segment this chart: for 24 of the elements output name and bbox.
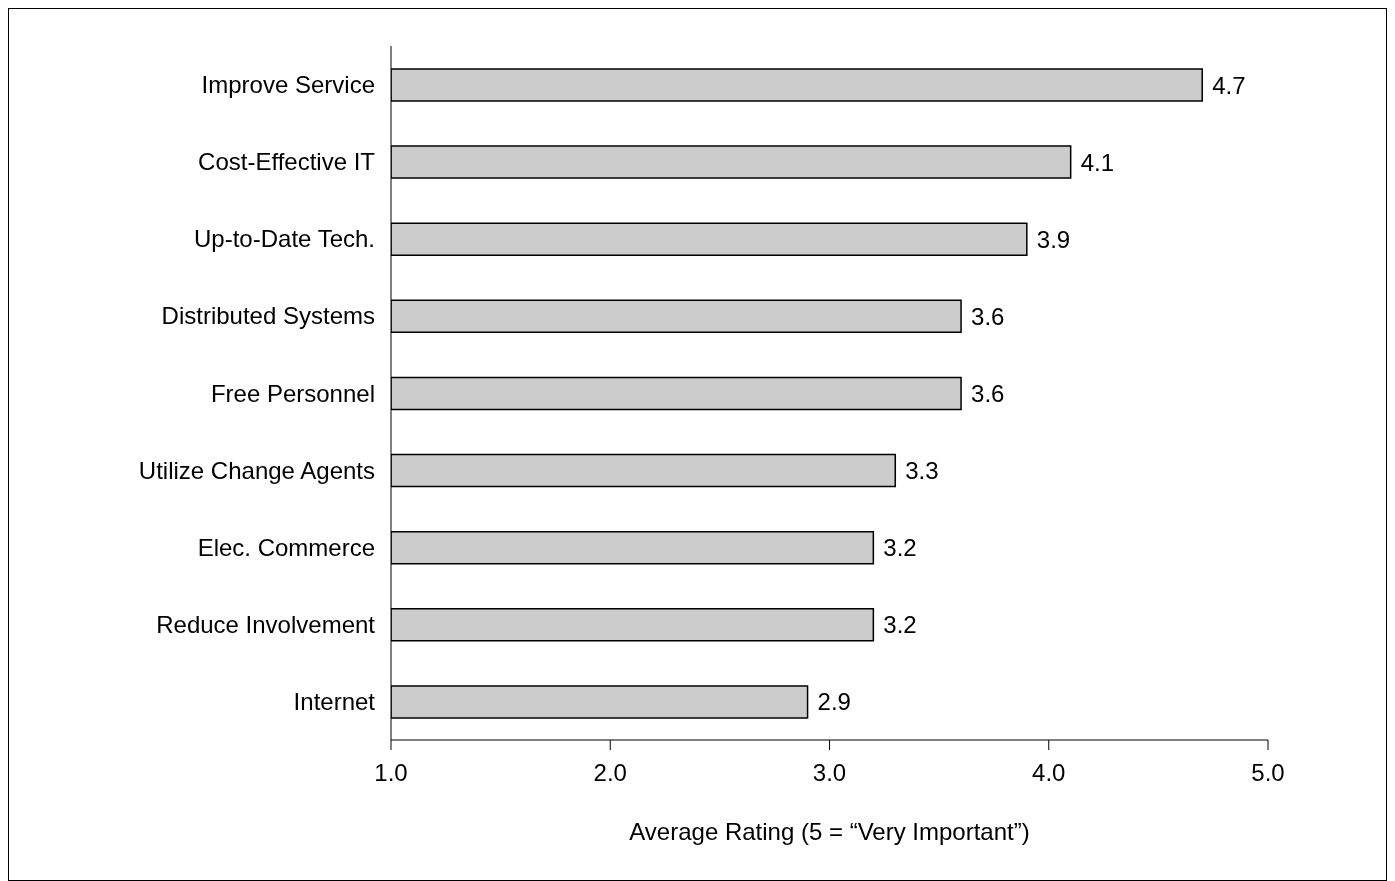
data-label: 2.9 (817, 688, 851, 716)
y-tick-label: Utilize Change Agents (138, 456, 375, 484)
data-label: 3.2 (883, 611, 917, 639)
data-label: 3.2 (883, 534, 917, 562)
y-tick-label: Improve Service (201, 71, 375, 99)
data-label: 4.1 (1080, 148, 1115, 176)
data-label: 4.7 (1212, 71, 1246, 99)
data-label: 3.6 (971, 379, 1005, 407)
y-tick-label: Elec. Commerce (197, 533, 375, 561)
y-tick-label: Internet (293, 687, 376, 715)
data-label: 3.6 (971, 302, 1005, 330)
x-tick-label: 2.0 (593, 759, 627, 787)
x-tick-label: 3.0 (812, 759, 847, 787)
x-tick-label: 1.0 (374, 759, 408, 787)
y-tick-label: Distributed Systems (161, 302, 375, 330)
y-tick-label: Reduce Involvement (156, 610, 376, 638)
data-label: 3.3 (905, 457, 939, 485)
y-tick-label: Up-to-Date Tech. (194, 225, 375, 253)
y-tick-label: Cost-Effective IT (198, 148, 376, 176)
x-tick-label: 5.0 (1251, 759, 1285, 787)
x-axis-title: Average Rating (5 = “Very Important”) (629, 818, 1030, 845)
data-label: 3.9 (1036, 225, 1071, 253)
x-tick-label: 4.0 (1032, 759, 1066, 787)
y-tick-label: Free Personnel (210, 379, 375, 407)
